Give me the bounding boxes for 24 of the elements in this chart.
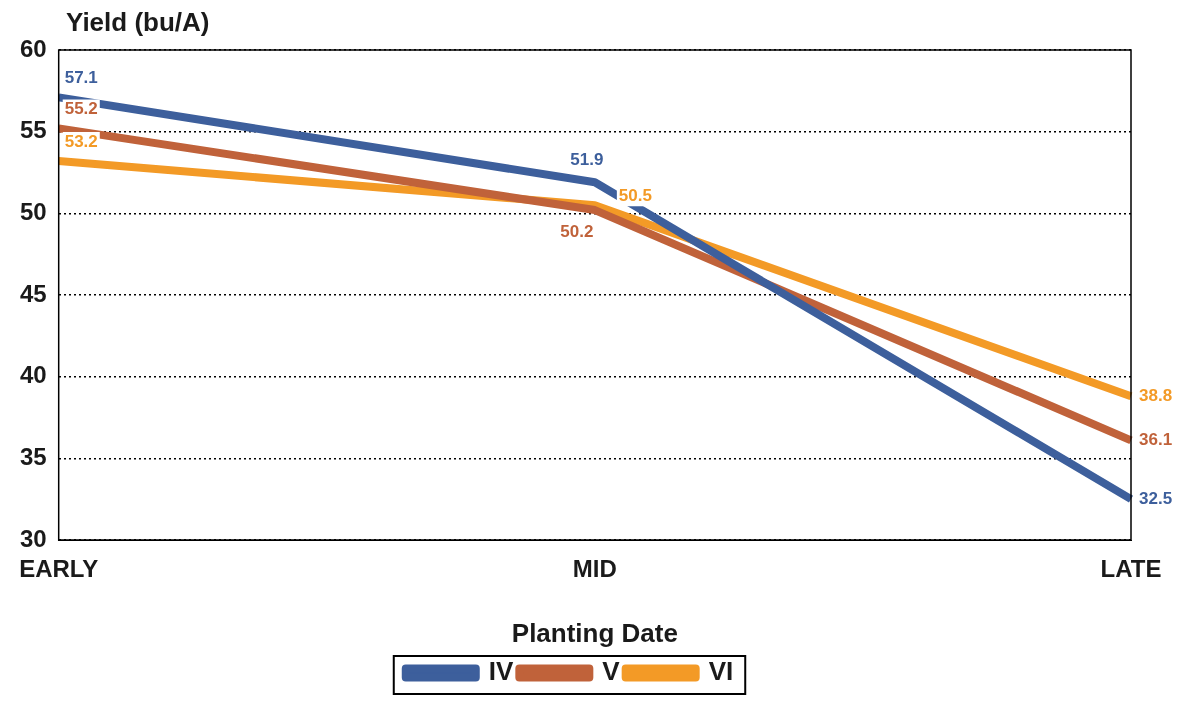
y-axis-title: Yield (bu/A)	[66, 7, 210, 38]
data-label: 57.1	[64, 68, 98, 88]
legend-label: VI	[708, 656, 734, 687]
y-tick-label: 50	[19, 197, 47, 225]
y-tick-label: 35	[19, 442, 47, 470]
x-axis-title: Planting Date	[511, 617, 678, 648]
y-tick-label: 30	[19, 524, 47, 552]
data-label: 32.5	[1139, 488, 1173, 508]
data-label: 55.2	[64, 99, 98, 119]
y-tick-label: 60	[19, 34, 47, 62]
data-label: 53.2	[64, 131, 98, 151]
x-tick-label: LATE	[1100, 555, 1162, 583]
y-tick-label: 45	[19, 279, 47, 307]
data-label: 50.5	[618, 185, 652, 205]
data-label: 50.2	[560, 221, 594, 241]
data-label: 36.1	[1139, 430, 1173, 450]
legend-label: IV	[488, 656, 514, 687]
x-tick-label: MID	[572, 555, 617, 583]
legend-label: V	[602, 656, 621, 687]
y-tick-label: 55	[19, 116, 47, 144]
data-label: 38.8	[1139, 385, 1173, 405]
y-tick-label: 40	[19, 361, 47, 389]
data-label: 51.9	[570, 149, 604, 169]
x-tick-label: EARLY	[19, 555, 99, 583]
